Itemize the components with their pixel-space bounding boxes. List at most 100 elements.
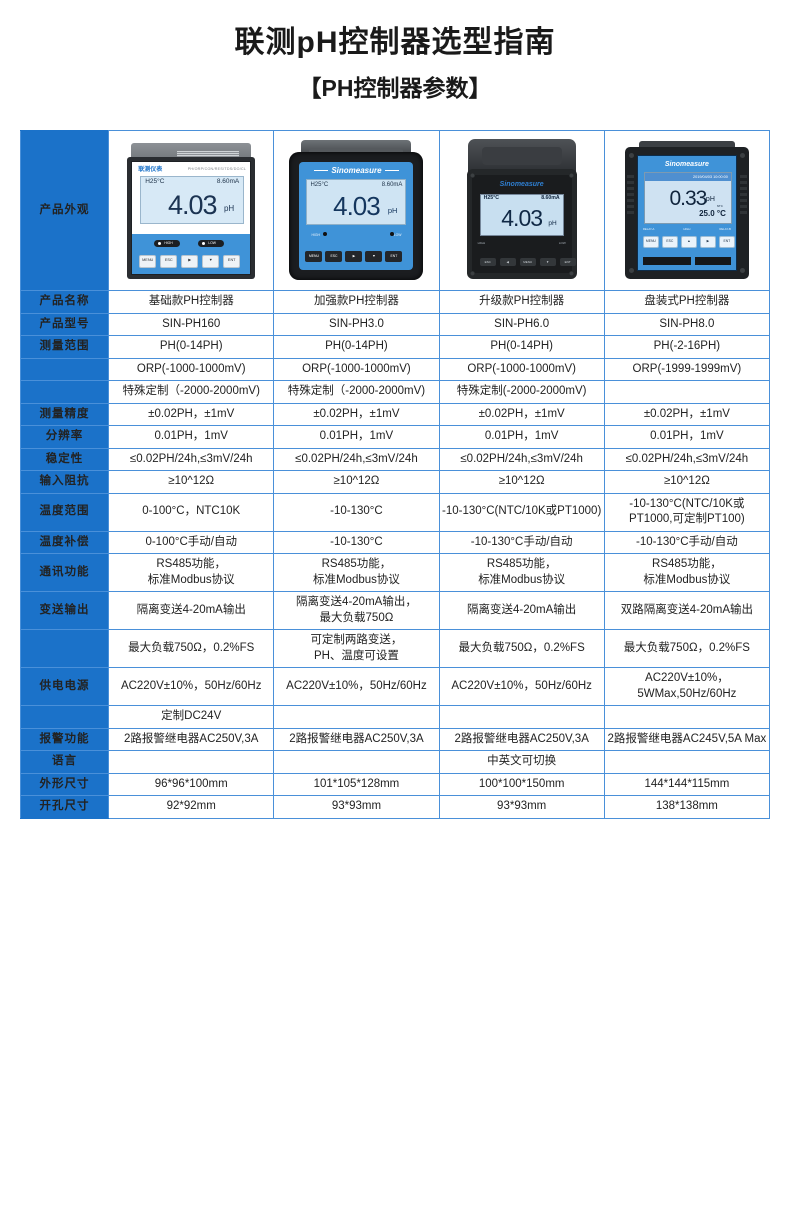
cell-line: RS485功能， [486, 558, 557, 571]
cell-line: ≥10^12Ω [663, 475, 710, 488]
cell-line: AC220V±10%，50Hz/60Hz [286, 680, 427, 693]
cell-line: ±0.02PH，±1mV [313, 407, 400, 420]
relay-high-label: HIGH [683, 226, 691, 231]
cell-line: 92*92mm [166, 800, 216, 813]
lcd-unit: pH [705, 195, 715, 203]
cell-line: PH(-2-16PH) [653, 340, 721, 353]
row-header-1: 产品名称 [19, 290, 110, 314]
table-cell: 隔离变送4-20mA输出， 最大负载750Ω [273, 591, 440, 631]
table-cell: 隔离变送4-20mA输出 [438, 591, 605, 631]
table-row: 测量精度 ±0.02PH，±1mV ±0.02PH，±1mV ±0.02PH，±1mV… [19, 402, 771, 427]
cell-line: 特殊定制（-2000-2000mV) [287, 385, 426, 398]
cell-line: 隔离变送4-20mA输出， [296, 596, 417, 609]
vent-right [739, 174, 747, 217]
table-cell: PH(0-14PH) [438, 335, 605, 359]
table-cell: 最大负载750Ω，0.2%FS [438, 629, 605, 669]
device-lcd: H25°C 8.60mA 4.03 pH [140, 175, 245, 224]
brand-dash-right [384, 169, 399, 171]
table-cell: 93*93mm [273, 795, 440, 819]
cell-line: 2路报警继电器AC245V,5A Max [607, 732, 767, 745]
cell-line: -10-130°C [330, 535, 383, 548]
table-cell: PH(0-14PH) [108, 335, 275, 359]
spec-table: 产品外观 联测仪表 PH/ORP/CON/RES/TDS/DO/CL H25°C… [19, 130, 771, 819]
table-row: ORP(-1000-1000mV) ORP(-1000-1000mV) ORP(-1… [19, 357, 771, 382]
device-lcd: H25°C 8.60mA 4.03 pH [479, 194, 564, 236]
device-led-row: HIGH LOW [311, 231, 401, 238]
btn-ent: ENT [223, 254, 241, 268]
table-cell: 中英文可切换 [438, 750, 605, 774]
row-header-18: 语言 [19, 750, 110, 774]
device-brand: 联测仪表 [138, 166, 163, 173]
table-cell: ≥10^12Ω [108, 470, 275, 494]
row-header-15: 供电电源 [19, 667, 110, 707]
cell-line: ≤0.02PH/24h,≤3mV/24h [625, 452, 749, 465]
lcd-unit: pH [223, 203, 235, 213]
device-front-face: Sinomeasure H25°C 8.60mA 4.03 pH HIGH LO… [299, 161, 414, 270]
row-header-blank-14 [19, 629, 110, 669]
row-header-3: 测量范围 [19, 335, 110, 359]
cell-line: RS485功能， [321, 558, 392, 571]
cell-line: PH(0-14PH) [325, 340, 388, 353]
row-header-blank-16 [19, 705, 110, 729]
table-row: 供电电源 AC220V±10%，50Hz/60Hz AC220V±10%，50Hz/… [19, 667, 771, 707]
table-cell: ORP(-1000-1000mV) [273, 357, 440, 382]
row-header-17: 报警功能 [19, 727, 110, 752]
table-cell [603, 750, 771, 774]
table-row: 测量范围 PH(0-14PH) PH(0-14PH) PH(0-14PH) PH(-2-… [19, 335, 771, 359]
table-cell [273, 705, 440, 729]
row-header-10: 温度范围 [19, 492, 110, 532]
cell-line: 特殊定制(-2000-2000mV) [456, 385, 587, 398]
table-cell: 2路报警继电器AC250V,3A [108, 727, 275, 752]
table-cell: 144*144*115mm [603, 772, 771, 797]
led-high: HIGH [154, 239, 181, 247]
lcd-unit: pH [387, 206, 398, 216]
table-cell: SIN-PH3.0 [273, 312, 440, 337]
cell-line: 96*96*100mm [154, 777, 228, 790]
table-cell: 最大负载750Ω，0.2%FS [108, 629, 275, 669]
table-cell: AC220V±10%， 5WMax,50Hz/60Hz [603, 667, 771, 707]
cell-line: 0-100°C手动/自动 [145, 535, 237, 548]
table-cell: ≤0.02PH/24h,≤3mV/24h [108, 447, 275, 472]
btn-menu: MENU [642, 235, 659, 248]
table-cell [438, 705, 605, 729]
table-cell: AC220V±10%，50Hz/60Hz [273, 667, 440, 707]
cell-line: ORP(-1000-1000mV) [136, 362, 246, 375]
table-cell: 93*93mm [438, 795, 605, 819]
device-front-face: 联测仪表 PH/ORP/CON/RES/TDS/DO/CL H25°C 8.60… [131, 160, 252, 275]
screw-top-left [469, 173, 475, 178]
table-cell: ORP(-1000-1000mV) [438, 357, 605, 382]
device-relay-row: RELAY-A HIGH RELAY-B [643, 226, 731, 232]
cell-line: -10-130°C手动/自动 [470, 535, 573, 548]
cell-line: ≥10^12Ω [168, 475, 215, 488]
table-cell: 2路报警继电器AC250V,3A [273, 727, 440, 752]
lcd-unit: pH [548, 220, 557, 228]
table-cell: RS485功能， 标准Modbus协议 [603, 553, 771, 593]
cell-line: 双路隔离变送4-20mA输出 [620, 603, 754, 616]
table-cell: AC220V±10%，50Hz/60Hz [108, 667, 275, 707]
table-cell: 加强款PH控制器 [273, 290, 440, 314]
cell-line: 2路报警继电器AC250V,3A [454, 732, 589, 745]
device-front-face: Sinomeasure H25°C 8.60mA 4.03 pH HIGH LO… [471, 175, 576, 273]
row-header-13: 变送输出 [19, 591, 110, 631]
screw-top-right [739, 152, 745, 158]
table-row: 开孔尺寸 92*92mm 93*93mm 93*93mm 138*138mm [19, 795, 771, 819]
table-cell: -10-130°C [273, 530, 440, 555]
table-cell: PH(-2-16PH) [603, 335, 771, 359]
cell-line: 隔离变送4-20mA输出 [136, 603, 246, 616]
screw-top-left [628, 152, 634, 158]
row-header-blank-4 [19, 357, 110, 382]
lcd-main-value: 0.33 [669, 186, 707, 210]
table-cell: 特殊定制（-2000-2000mV) [108, 380, 275, 404]
page-subtitle: 【PH控制器参数】 [298, 74, 492, 101]
table-cell: 101*105*128mm [273, 772, 440, 797]
device-lcd: H25°C 8.60mA 4.03 pH [306, 178, 407, 225]
btn-down: ▼ [365, 250, 383, 262]
table-row: 定制DC24V [19, 705, 771, 729]
table-cell: 0.01PH，1mV [603, 425, 771, 449]
cell-line: SIN-PH3.0 [328, 317, 384, 330]
btn-menu: MENU [139, 254, 157, 268]
screw-bottom-left [628, 267, 634, 273]
btn-ent: ENT [385, 250, 403, 262]
device-buttons: ESC ◀ MENU ▼ ENT [479, 258, 576, 266]
btn-right: ▶ [699, 235, 716, 248]
